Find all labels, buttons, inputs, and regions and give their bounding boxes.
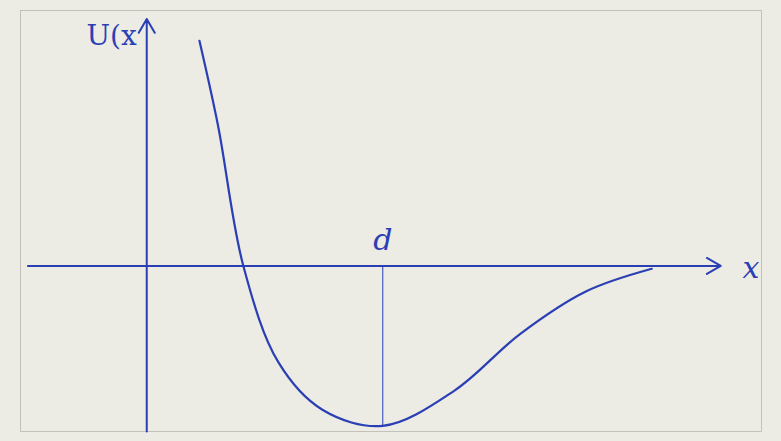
svg-text:U(x: U(x — [86, 19, 137, 52]
svg-text:x: x — [743, 250, 760, 285]
svg-text:d: d — [373, 222, 392, 257]
